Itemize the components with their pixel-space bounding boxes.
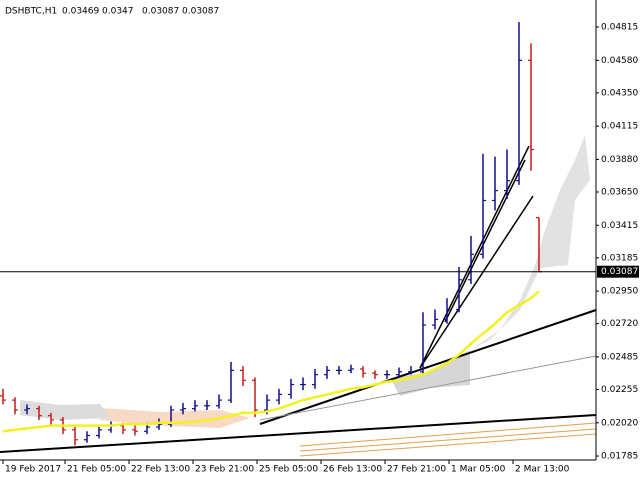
y-tick-label: 0.04115: [601, 122, 638, 132]
cloud: [470, 135, 590, 350]
x-tick-label: 23 Feb 21:00: [195, 465, 254, 475]
current-price-label: 0.03087: [601, 267, 638, 277]
ohlc-close: 0.03087: [182, 7, 219, 17]
level-line: [299, 422, 597, 447]
trend-line: [419, 145, 530, 369]
x-tick-label: 26 Feb 13:00: [323, 465, 382, 475]
y-tick-label: 0.04580: [601, 56, 638, 66]
x-tick-label: 21 Feb 05:00: [67, 465, 126, 475]
y-tick-label: 0.03880: [601, 155, 638, 165]
y-tick-label: 0.03650: [601, 187, 638, 197]
ohlc-low: 0.03087: [142, 7, 179, 17]
y-tick-label: 0.02485: [601, 352, 638, 362]
y-tick-label: 0.03415: [601, 221, 638, 231]
symbol: DSHBTC,H1: [5, 7, 57, 17]
current-price-box: [597, 265, 639, 278]
plot: [0, 22, 542, 446]
y-tick-label: 0.04815: [601, 23, 638, 33]
y-tick-label: 0.02950: [601, 287, 638, 297]
y-tick-label: 0.02020: [601, 418, 638, 428]
y-tick-label: 0.02255: [601, 385, 638, 395]
x-tick-label: 2 Mar 13:00: [515, 465, 570, 475]
level-line: [299, 433, 597, 457]
y-tick-label: 0.03185: [601, 253, 638, 263]
level-line: [299, 428, 597, 452]
cloud: [20, 400, 110, 420]
moving-average: [2, 290, 540, 433]
x-tick-label: 19 Feb 2017: [5, 465, 61, 475]
ohlc-open: 0.03469: [62, 7, 99, 17]
y-tick-label: 0.02720: [601, 319, 638, 329]
y-tick-label: 0.04350: [601, 88, 638, 98]
x-tick-label: 27 Feb 21:00: [387, 465, 446, 475]
x-tick-label: 1 Mar 05:00: [451, 465, 506, 475]
x-tick-label: 25 Feb 05:00: [259, 465, 318, 475]
trend-line: [419, 195, 534, 369]
trend-line: [0, 414, 597, 453]
trend-line: [259, 355, 597, 421]
y-tick-label: 0.01785: [601, 452, 638, 462]
trend-line: [259, 309, 597, 425]
ohlc-high: 0.0347: [102, 7, 134, 17]
x-tick-label: 22 Feb 13:00: [131, 465, 190, 475]
